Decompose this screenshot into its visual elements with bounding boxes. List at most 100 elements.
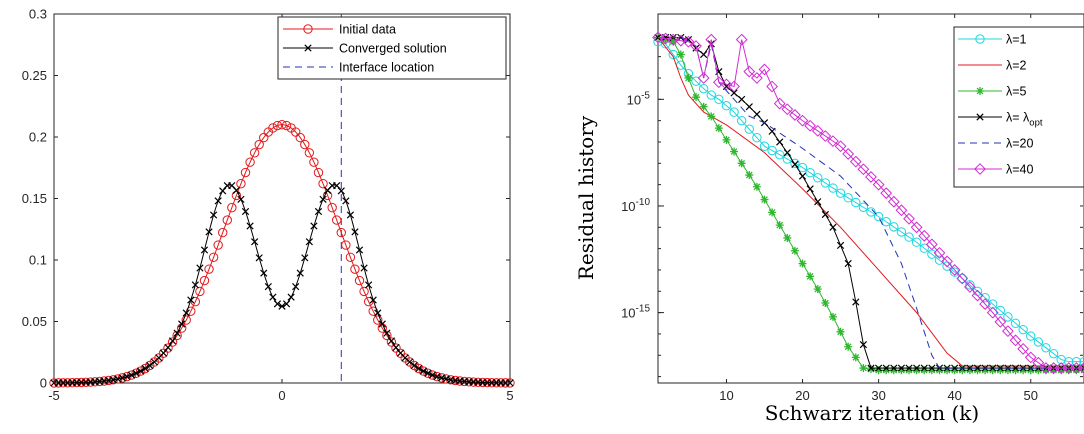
series-point: [791, 160, 799, 168]
left-x-tick-label: 5: [506, 388, 513, 403]
series-point: [1017, 342, 1030, 355]
left-series-group: [49, 120, 515, 388]
series-point: [834, 140, 847, 153]
series-point: [790, 158, 800, 169]
converged-solution-point: [141, 364, 149, 373]
right-y-axis-label-text: Residual history: [574, 115, 598, 280]
left-legend: Initial data Converged solution Interface …: [277, 16, 507, 80]
converged-solution-point: [305, 238, 313, 246]
series-point: [958, 366, 967, 375]
series-point: [949, 267, 960, 277]
converged-solution-point: [337, 187, 345, 195]
right-ticks-group: 10 20 30 40 50 10-5 10-10 10-15: [621, 13, 1083, 403]
series-point: [858, 202, 869, 212]
converged-solution-point: [196, 264, 204, 272]
converged-solution-point: [369, 296, 377, 304]
series-point: [1057, 366, 1066, 375]
initial-data-point: [386, 337, 397, 347]
series-point: [738, 95, 746, 103]
series-point: [918, 229, 931, 242]
series-point: [865, 171, 877, 183]
initial-data-point: [432, 371, 442, 382]
left-ticks-group: -5 0 500.050.10.150.20.250.3: [22, 7, 514, 404]
series-point: [986, 306, 999, 319]
series-point: [905, 364, 913, 372]
series-point: [798, 259, 807, 268]
initial-data-point: [281, 120, 292, 131]
converged-solution-point: [123, 372, 131, 381]
right-legend-item: λ=20: [958, 137, 1034, 151]
series-point: [798, 172, 807, 180]
series-point: [714, 94, 724, 105]
converged-solution-point: [410, 361, 418, 370]
initial-data-point: [409, 360, 419, 371]
series-lambda-1: [653, 37, 1084, 367]
converged-solution-point: [178, 320, 186, 328]
converged-solution-point: [241, 207, 250, 216]
series-point: [712, 76, 725, 89]
initial-data-point: [354, 275, 365, 286]
right-x-tick-label: 20: [795, 388, 809, 403]
right-plot-frame: [657, 13, 1084, 384]
series-point: [697, 72, 710, 84]
series-point: [889, 366, 898, 375]
series-point: [692, 93, 701, 102]
series-point: [873, 211, 884, 222]
series-point: [752, 182, 761, 191]
series-point: [943, 366, 952, 375]
left-y-tick-label: 0.3: [29, 7, 47, 22]
series-point: [722, 82, 731, 91]
initial-data-point: [341, 240, 351, 250]
converged-solution-point: [191, 281, 199, 289]
series-point: [721, 101, 732, 111]
series-point: [1079, 356, 1084, 367]
converged-solution-point: [209, 211, 218, 219]
converged-solution-point: [346, 211, 355, 219]
left-y-tick-label: 0.25: [22, 68, 47, 83]
right-y-axis-label: Residual history: [574, 115, 598, 280]
series-point: [700, 50, 708, 59]
series-point: [890, 364, 898, 372]
converged-solution-point: [301, 254, 309, 262]
series-point: [661, 35, 670, 44]
series-point: [667, 33, 680, 46]
series-point: [948, 264, 961, 276]
converged-solution-point: [164, 343, 172, 352]
series-point: [750, 72, 763, 84]
series-point: [905, 366, 914, 375]
right-x-axis-label-text: Schwarz iteration (k): [765, 401, 979, 425]
initial-data-point: [135, 366, 146, 376]
left-legend-item-initial-data: Initial data: [283, 23, 396, 37]
series-point: [759, 141, 770, 151]
converged-solution-point: [433, 372, 441, 381]
series-point: [935, 366, 944, 375]
right-x-tick-label: 30: [871, 388, 885, 403]
series-point: [887, 195, 900, 208]
converged-solution-point: [200, 246, 209, 254]
converged-solution-point: [365, 281, 373, 289]
converged-solution-point: [205, 228, 213, 236]
series-point: [836, 327, 845, 336]
series-point: [849, 155, 862, 168]
series-point: [895, 204, 908, 217]
series-point: [1072, 366, 1081, 375]
series-lambda-5: [654, 33, 1084, 375]
left-legend-item-converged-solution: Converged solution: [283, 42, 447, 56]
left-y-tick-label: 0.1: [29, 253, 47, 268]
series-point: [1003, 312, 1013, 322]
series-point: [904, 232, 914, 242]
series-point: [706, 90, 716, 100]
converged-solution-point: [278, 302, 286, 310]
converged-solution-point: [118, 374, 127, 382]
series-point: [896, 227, 907, 237]
series-point: [736, 115, 747, 126]
initial-data-point: [418, 366, 429, 376]
converged-solution-point: [419, 367, 427, 375]
series-point: [1003, 366, 1012, 375]
series-lambda-20: [658, 36, 1084, 369]
converged-solution-point: [374, 309, 382, 317]
series-point: [690, 40, 702, 52]
series-point: [996, 366, 1005, 375]
series-point: [781, 103, 794, 116]
